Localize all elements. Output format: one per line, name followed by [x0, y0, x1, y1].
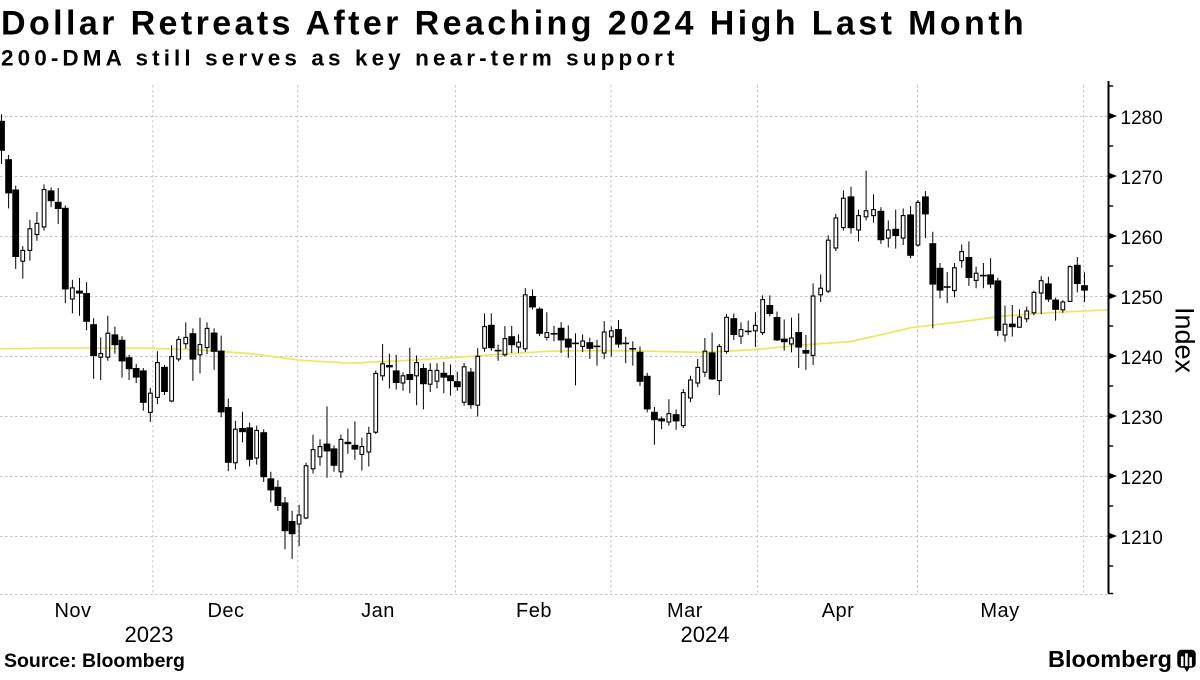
svg-text:Feb: Feb — [516, 600, 552, 622]
svg-text:Source: Bloomberg: Source: Bloomberg — [4, 650, 185, 672]
svg-text:1250: 1250 — [1121, 288, 1163, 309]
svg-text:1280: 1280 — [1121, 108, 1163, 129]
svg-text:Dollar Retreats After Reaching: Dollar Retreats After Reaching 2024 High… — [1, 5, 1027, 43]
svg-text:1210: 1210 — [1121, 528, 1163, 549]
svg-text:Apr: Apr — [822, 600, 855, 622]
svg-text:1240: 1240 — [1121, 348, 1163, 369]
svg-text:200-DMA still serves as key ne: 200-DMA still serves as key near-term su… — [1, 46, 679, 71]
svg-text:Nov: Nov — [54, 600, 91, 622]
svg-text:1220: 1220 — [1121, 468, 1163, 489]
svg-text:Index: Index — [1170, 307, 1200, 374]
svg-text:2023: 2023 — [125, 622, 174, 647]
svg-text:1260: 1260 — [1121, 228, 1163, 249]
svg-text:1270: 1270 — [1121, 168, 1163, 189]
svg-text:May: May — [980, 600, 1019, 622]
svg-text:Bloomberg: Bloomberg — [1048, 646, 1172, 672]
svg-text:Dec: Dec — [207, 600, 244, 622]
svg-text:1230: 1230 — [1121, 408, 1163, 429]
svg-text:2024: 2024 — [681, 622, 730, 647]
svg-text:Jan: Jan — [361, 600, 395, 622]
svg-text:Mar: Mar — [667, 600, 703, 622]
